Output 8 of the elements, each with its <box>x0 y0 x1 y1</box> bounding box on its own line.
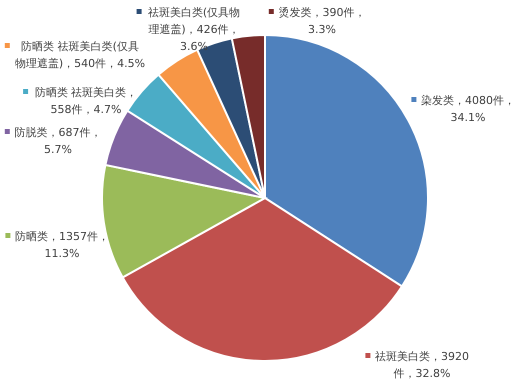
legend-label: 防晒类，1357件，11.3% <box>15 230 109 260</box>
legend-label: 防晒类 祛斑美白类，558件，4.7% <box>34 86 138 116</box>
legend-label: 祛斑美白类，3920件，32.8% <box>375 350 469 380</box>
legend-label: 烫发类，390件，3.3% <box>278 6 366 36</box>
legend-label: 祛斑美白类(仅具物理遮盖)，426件，3.6% <box>148 6 240 53</box>
legend-label: 防晒类 祛斑美白类(仅具物理遮盖)，540件，4.5% <box>14 40 146 70</box>
legend-label: 染发类，4080件，34.1% <box>421 94 515 124</box>
legend-label: 防脱类，687件，5.7% <box>14 126 102 156</box>
